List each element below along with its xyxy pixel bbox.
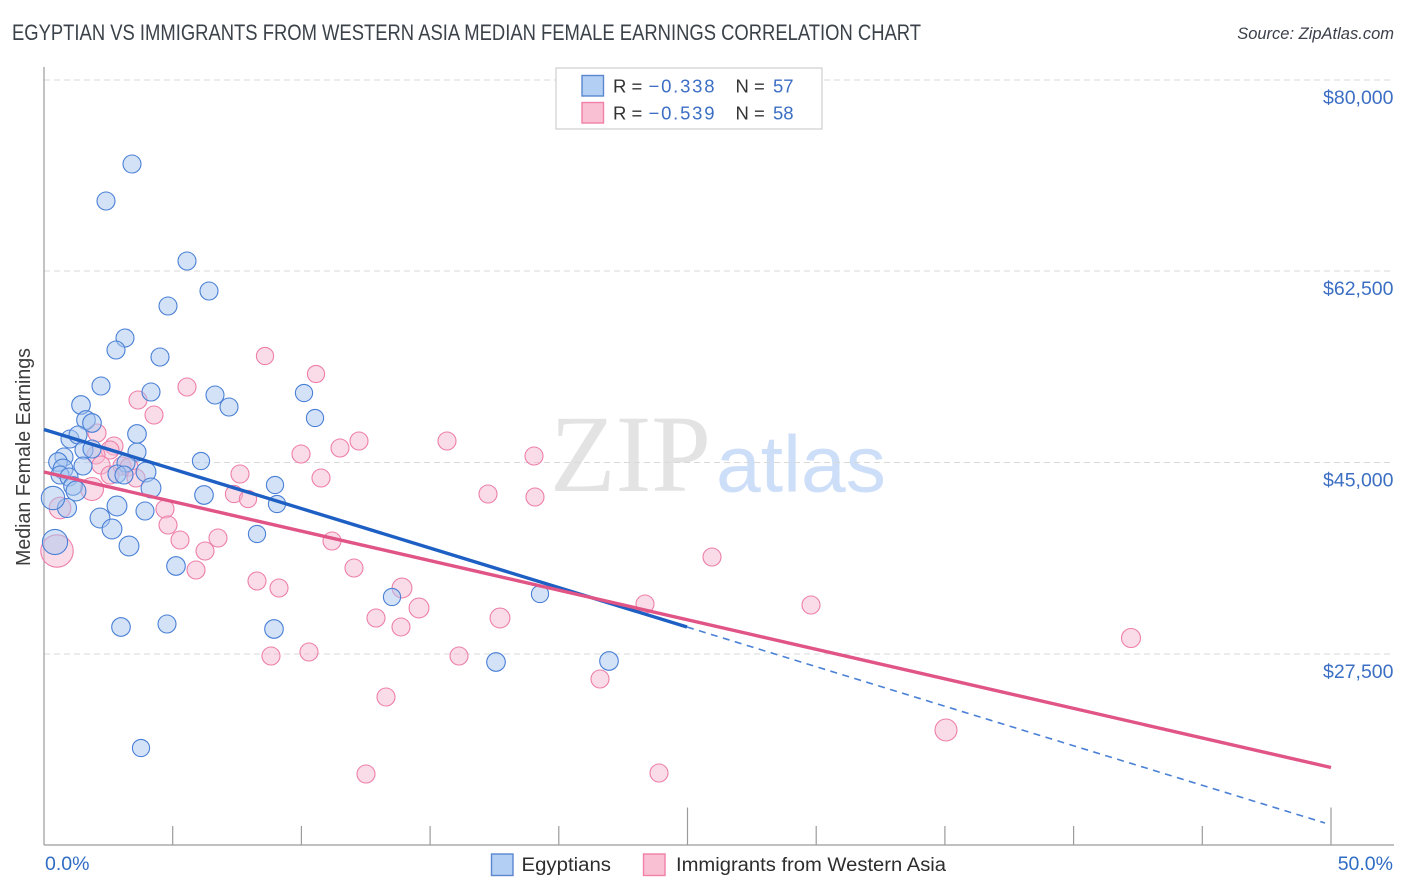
svg-text:Source: ZipAtlas.com: Source: ZipAtlas.com (1237, 25, 1394, 43)
svg-text:−0.338: −0.338 (649, 76, 715, 97)
svg-text:Egyptians: Egyptians (522, 855, 612, 876)
svg-text:Immigrants from Western Asia: Immigrants from Western Asia (676, 855, 946, 876)
svg-text:$45,000: $45,000 (1323, 470, 1394, 492)
svg-text:N =: N = (736, 76, 765, 97)
svg-text:EGYPTIAN VS IMMIGRANTS FROM WE: EGYPTIAN VS IMMIGRANTS FROM WESTERN ASIA… (12, 20, 921, 45)
svg-text:0.0%: 0.0% (45, 853, 89, 875)
svg-text:Median Female Earnings: Median Female Earnings (13, 348, 35, 566)
svg-text:R =: R = (613, 103, 642, 124)
svg-text:58: 58 (773, 103, 794, 124)
svg-text:ZIP: ZIP (550, 393, 711, 515)
svg-text:N =: N = (736, 103, 765, 124)
svg-text:atlas: atlas (716, 420, 886, 509)
svg-text:50.0%: 50.0% (1338, 853, 1393, 875)
svg-text:R =: R = (613, 76, 642, 97)
svg-text:$27,500: $27,500 (1323, 661, 1394, 683)
svg-text:57: 57 (773, 76, 794, 97)
svg-text:$80,000: $80,000 (1323, 87, 1394, 109)
svg-text:$62,500: $62,500 (1323, 278, 1394, 300)
svg-text:−0.539: −0.539 (649, 103, 715, 124)
